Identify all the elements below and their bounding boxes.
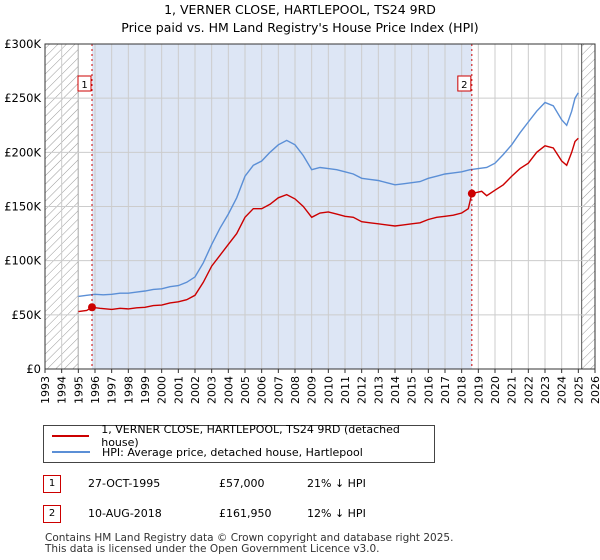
x-tick-label: 2009 xyxy=(306,376,319,404)
property-series-line xyxy=(78,137,579,313)
y-tick-label: £100K xyxy=(4,254,41,268)
x-tick-label: 1998 xyxy=(122,376,135,404)
legend-label-property: 1, VERNER CLOSE, HARTLEPOOL, TS24 9RD (d… xyxy=(101,423,400,449)
x-tick-label: 2024 xyxy=(556,376,569,404)
hpi-series-line xyxy=(78,92,579,298)
y-tick-label: £200K xyxy=(4,145,41,159)
transaction-date: 10-AUG-2018 xyxy=(88,507,162,520)
x-tick-label: 2002 xyxy=(189,376,202,404)
transaction-price: £161,950 xyxy=(219,507,272,520)
x-tick-label: 2026 xyxy=(589,376,600,404)
sale-marker-label: 1 xyxy=(81,80,87,91)
sale-marker-box xyxy=(77,75,92,92)
x-tick-label: 2025 xyxy=(572,376,585,404)
x-tick-label: 2007 xyxy=(272,376,285,404)
x-tick-label: 2012 xyxy=(356,376,369,404)
transaction-date: 27-OCT-1995 xyxy=(88,477,161,490)
y-tick-label: £150K xyxy=(4,200,41,214)
x-tick-label: 2001 xyxy=(172,376,185,404)
x-tick-label: 1999 xyxy=(139,376,152,404)
y-tick-label: £0 xyxy=(26,362,41,376)
chart-subtitle: Price paid vs. HM Land Registry's House … xyxy=(121,20,479,35)
y-tick-label: £250K xyxy=(4,91,41,105)
transaction-badge: 1 xyxy=(43,475,61,493)
transaction-badge: 2 xyxy=(43,505,61,523)
legend-item-property: 1, VERNER CLOSE, HARTLEPOOL, TS24 9RD (d… xyxy=(52,423,434,449)
x-tick-label: 2013 xyxy=(372,376,385,404)
x-tick-label: 1995 xyxy=(72,376,85,404)
x-tick-label: 2008 xyxy=(289,376,302,404)
x-tick-label: 1997 xyxy=(106,376,119,404)
legend-item-hpi: HPI: Average price, detached house, Hart… xyxy=(52,444,363,460)
chart-title: 1, VERNER CLOSE, HARTLEPOOL, TS24 9RD xyxy=(164,2,436,17)
legend-label-hpi: HPI: Average price, detached house, Hart… xyxy=(102,445,363,459)
transaction-hpi-diff: 21% ↓ HPI xyxy=(307,477,366,490)
x-tick-label: 2022 xyxy=(522,376,535,404)
legend-swatch-blue xyxy=(52,451,90,453)
y-tick-label: £50K xyxy=(12,308,42,322)
x-tick-label: 2014 xyxy=(389,376,402,404)
legend: 1, VERNER CLOSE, HARTLEPOOL, TS24 9RD (d… xyxy=(43,423,435,463)
footer-copyright: Contains HM Land Registry data © Crown c… xyxy=(45,532,454,544)
price-chart: 1 2 £0 £50K £100K £150K £200K £250K £300K 1993 19… xyxy=(4,37,600,404)
y-tick-label: £300K xyxy=(4,37,41,51)
x-tick-label: 2004 xyxy=(222,376,235,404)
transaction-hpi-diff: 12% ↓ HPI xyxy=(307,507,366,520)
x-tick-label: 1994 xyxy=(56,376,69,404)
x-tick-label: 2023 xyxy=(539,376,552,404)
x-tick-label: 1993 xyxy=(39,376,52,404)
x-tick-label: 2019 xyxy=(472,376,485,404)
x-tick-label: 2011 xyxy=(339,376,352,404)
x-tick-label: 2000 xyxy=(156,376,169,404)
transaction-row: 2 10-AUG-2018 £161,950 12% ↓ HPI xyxy=(43,505,600,523)
transaction-row: 1 27-OCT-1995 £57,000 21% ↓ HPI xyxy=(43,475,600,493)
transaction-price: £57,000 xyxy=(219,477,265,490)
x-tick-label: 2016 xyxy=(422,376,435,404)
sale-marker-label: 2 xyxy=(461,80,467,91)
plot-frame xyxy=(44,43,596,370)
sale-point xyxy=(88,303,96,312)
x-tick-label: 1996 xyxy=(89,376,102,404)
x-tick-label: 2017 xyxy=(439,376,452,404)
footer-licence: This data is licensed under the Open Gov… xyxy=(45,543,380,555)
x-tick-label: 2010 xyxy=(322,376,335,404)
legend-swatch-red xyxy=(52,435,90,437)
x-tick-label: 2020 xyxy=(489,376,502,404)
sale-marker-box xyxy=(457,75,472,92)
sale-point xyxy=(467,189,476,198)
x-tick-label: 2018 xyxy=(456,376,469,404)
x-tick-label: 2005 xyxy=(239,376,252,404)
x-tick-label: 2006 xyxy=(256,376,269,404)
x-tick-label: 2003 xyxy=(206,376,219,404)
x-tick-label: 2015 xyxy=(406,376,419,404)
x-tick-label: 2021 xyxy=(506,376,519,404)
